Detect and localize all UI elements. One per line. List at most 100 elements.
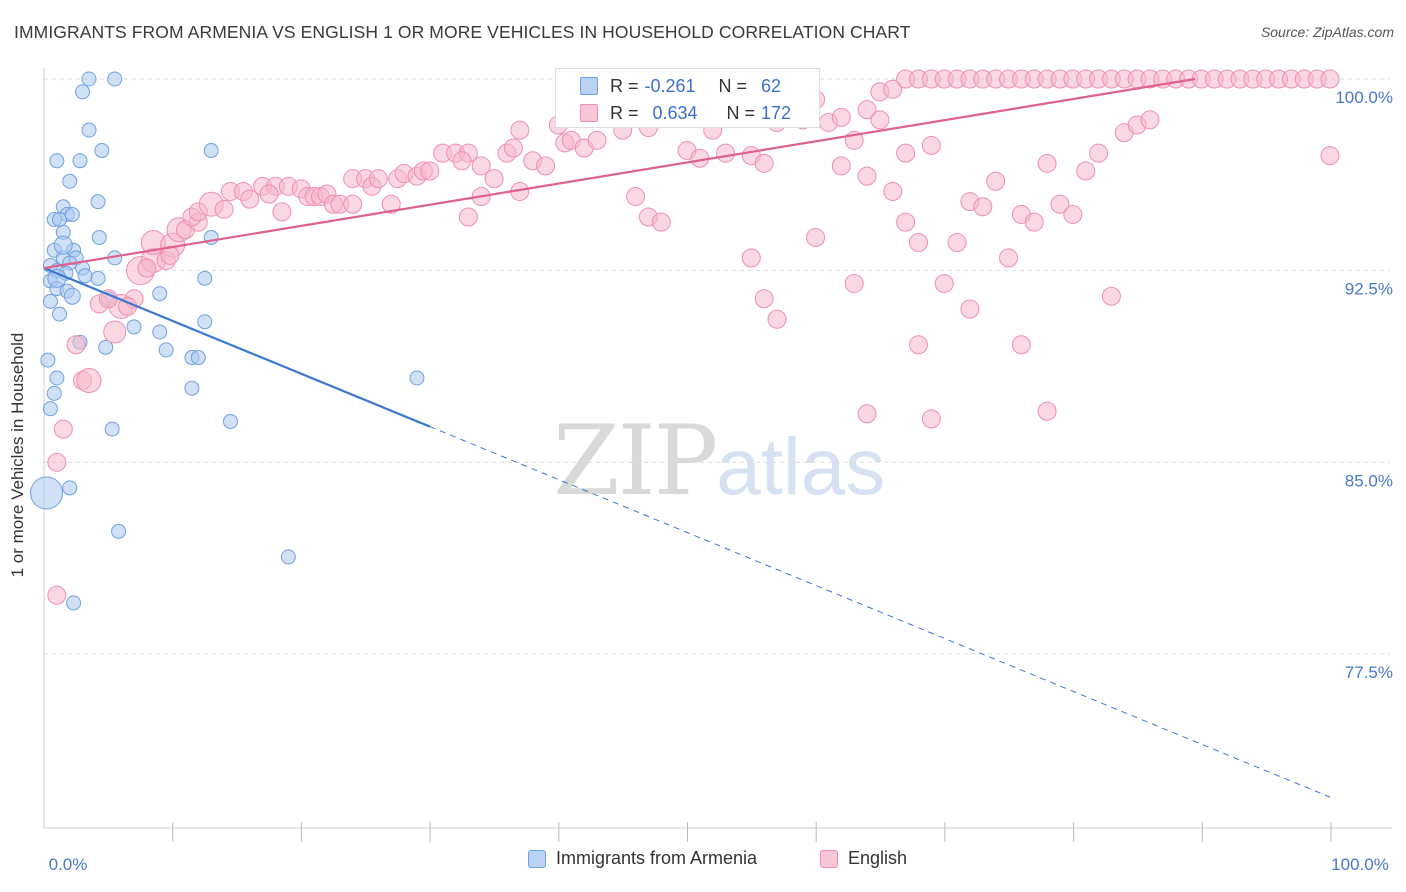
legend: Immigrants from Armenia English xyxy=(0,848,1406,878)
source-label: Source: ZipAtlas.com xyxy=(1260,24,1394,40)
english-point-25 xyxy=(214,199,234,219)
english-point-167 xyxy=(921,135,941,155)
armenia-point-54 xyxy=(30,476,64,510)
english-point-151 xyxy=(1063,204,1083,224)
stats-n-label-english: N = xyxy=(726,102,756,123)
armenia-point-6 xyxy=(49,153,65,169)
english-point-163 xyxy=(1037,401,1057,421)
english-point-139 xyxy=(896,212,916,232)
english-point-45 xyxy=(368,169,388,189)
english-point-125 xyxy=(1320,146,1340,166)
armenia-point-43 xyxy=(158,342,174,358)
english-point-159 xyxy=(921,409,941,429)
legend-swatch-english xyxy=(820,849,838,868)
english-point-135 xyxy=(806,227,826,247)
armenia-point-42 xyxy=(98,339,114,355)
english-point-131 xyxy=(651,212,671,232)
english-point-145 xyxy=(986,171,1006,191)
stats-n-label-armenia: N = xyxy=(718,75,748,96)
stats-swatch-armenia xyxy=(580,77,598,95)
english-point-60 xyxy=(510,120,530,140)
armenia-point-5 xyxy=(203,143,219,159)
watermark: ZIPatlas xyxy=(553,405,885,517)
english-point-55 xyxy=(452,151,472,171)
legend-label-english: English xyxy=(848,848,908,868)
english-point-149 xyxy=(1037,153,1057,173)
armenia-point-45 xyxy=(190,350,206,366)
armenia-point-7 xyxy=(72,153,88,169)
english-point-2 xyxy=(53,419,73,439)
armenia-point-36 xyxy=(42,293,58,309)
armenia-point-48 xyxy=(409,370,425,386)
english-point-136 xyxy=(831,156,851,176)
armenia-point-8 xyxy=(62,173,78,189)
armenia-point-57 xyxy=(280,549,296,565)
english-point-165 xyxy=(870,110,890,130)
armenia-point-58 xyxy=(66,595,82,611)
english-point-67 xyxy=(587,130,607,150)
watermark-zip: ZIP xyxy=(553,405,718,517)
armenia-point-34 xyxy=(152,286,168,302)
english-point-166 xyxy=(896,143,916,163)
y-tick-label-2: 85.0% xyxy=(1345,471,1393,490)
armenia-point-51 xyxy=(42,401,58,417)
legend-swatch-armenia xyxy=(528,849,546,868)
english-point-164 xyxy=(844,273,864,293)
english-point-161 xyxy=(908,335,928,355)
watermark-atlas: atlas xyxy=(716,422,886,511)
english-point-160 xyxy=(857,404,877,424)
english-point-59 xyxy=(503,138,523,158)
english-point-157 xyxy=(1140,110,1160,130)
stats-r-label-armenia: R = xyxy=(610,75,639,96)
english-point-152 xyxy=(1076,161,1096,181)
stats-swatch-english xyxy=(580,104,598,122)
english-point-148 xyxy=(1024,212,1044,232)
armenia-point-49 xyxy=(184,380,200,396)
armenia-point-56 xyxy=(111,523,127,539)
english-point-62 xyxy=(536,156,556,176)
english-point-146 xyxy=(999,248,1018,268)
armenia-point-14 xyxy=(51,212,67,228)
legend-label-armenia: Immigrants from Armenia xyxy=(556,848,758,868)
english-point-90 xyxy=(883,79,903,99)
armenia-point-2 xyxy=(75,84,91,100)
english-point-154 xyxy=(1101,286,1121,306)
english-point-56 xyxy=(471,156,491,176)
stats-row-armenia: R = -0.261 N = 62 xyxy=(580,74,781,98)
english-point-158 xyxy=(960,299,980,319)
stats-r-label-english: R = xyxy=(610,102,639,123)
stats-row-english: R = 0.634 N = 172 xyxy=(580,101,791,125)
stats-r-value-armenia: -0.261 xyxy=(644,75,696,96)
english-point-1 xyxy=(47,452,67,472)
x-tick-label-0: 0.0% xyxy=(49,855,88,874)
armenia-point-60 xyxy=(53,235,73,255)
english-trend-line xyxy=(43,77,1196,270)
armenia-point-39 xyxy=(126,319,142,335)
english-point-41 xyxy=(343,194,363,214)
english-point-51 xyxy=(420,161,440,181)
armenia-point-4 xyxy=(94,143,110,159)
english-point-138 xyxy=(883,181,903,201)
armenia-trend-extension xyxy=(429,426,1331,798)
english-point-80 xyxy=(754,153,774,173)
english-point-132 xyxy=(741,248,761,268)
english-point-144 xyxy=(973,197,993,217)
armenia-point-55 xyxy=(62,480,78,496)
y-tick-label-1: 92.5% xyxy=(1345,280,1393,299)
english-point-141 xyxy=(934,273,954,293)
english-point-128 xyxy=(458,207,478,227)
armenia-point-47 xyxy=(49,370,65,386)
armenia-point-59 xyxy=(47,268,67,288)
stats-r-value-english: 0.634 xyxy=(652,102,698,123)
y-axis-label: 1 or more Vehicles in Household xyxy=(8,332,27,578)
armenia-point-9 xyxy=(90,194,106,210)
english-point-40 xyxy=(272,202,292,222)
y-tick-label-3: 77.5% xyxy=(1345,663,1393,682)
armenia-point-52 xyxy=(222,413,238,429)
armenia-trend-line xyxy=(43,267,431,428)
english-point-46 xyxy=(381,194,401,214)
english-point-31 xyxy=(259,184,279,204)
legend-item-armenia: Immigrants from Armenia xyxy=(528,848,757,869)
armenia-point-38 xyxy=(197,314,213,330)
english-point-86 xyxy=(831,107,851,127)
